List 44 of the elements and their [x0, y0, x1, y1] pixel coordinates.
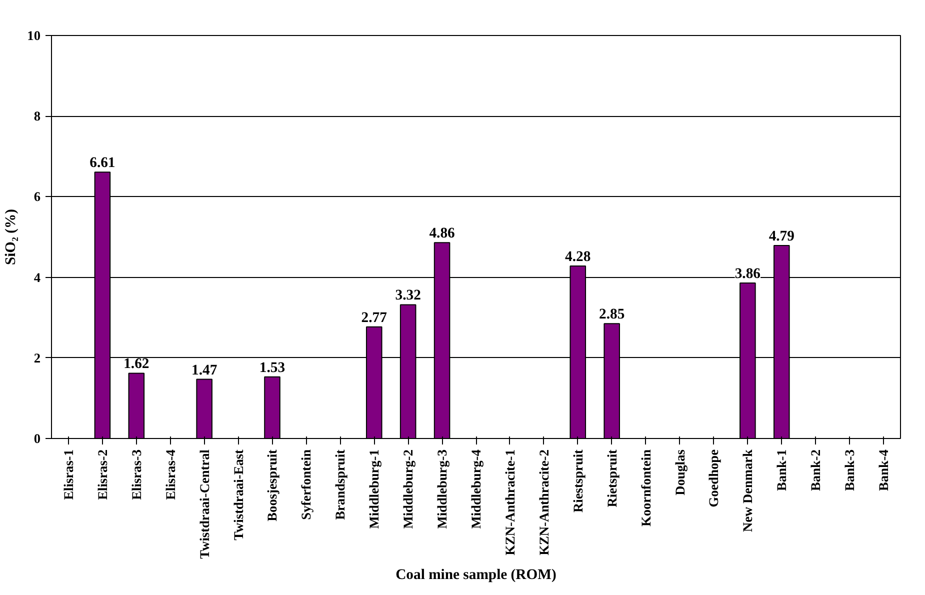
data-label: 1.62: [124, 356, 150, 372]
x-tick-label: Koornfontein: [638, 448, 654, 527]
x-tick-label: Douglas: [672, 450, 688, 496]
x-tick-label: Elisras-1: [60, 449, 76, 500]
y-tick-label: 10: [27, 28, 41, 43]
x-tick-label: Elisras-3: [128, 449, 144, 500]
x-tick-label: New Denmark: [740, 448, 756, 532]
x-tick-label: Goedhope: [706, 449, 722, 508]
data-label: 1.47: [191, 362, 218, 378]
y-tick-label: 6: [34, 189, 41, 204]
x-tick-label: Rietspruit: [604, 448, 620, 508]
data-label: 2.77: [361, 310, 387, 326]
data-label: 4.86: [429, 226, 455, 242]
x-tick-label: KZN-Anthracite-1: [502, 449, 518, 556]
data-label: 1.53: [259, 360, 286, 376]
x-tick-label: Twistdraai-Central: [196, 449, 212, 559]
x-tick-label: Syferfontein: [298, 448, 314, 520]
x-tick-label: Riestspruit: [570, 448, 586, 512]
y-tick-label: 0: [34, 431, 41, 446]
x-tick-label: Bank-1: [774, 449, 790, 491]
x-tick-label: Bank-3: [842, 449, 858, 491]
x-tick-label: Brandspruit: [332, 448, 348, 520]
y-tick-label: 4: [34, 270, 41, 285]
x-tick-label: Bank-2: [808, 449, 824, 491]
x-tick-label: Bank-4: [876, 449, 892, 491]
data-label: 3.32: [395, 288, 421, 304]
x-tick-label: Elisras-2: [94, 449, 110, 500]
x-tick-label: Middleburg-3: [434, 449, 450, 529]
data-label: 6.61: [90, 155, 116, 172]
x-tick-label: Boosjespruit: [264, 448, 280, 522]
y-axis-title: SiO₂ (%): [3, 208, 20, 266]
x-tick-label: KZN-Anthracite-2: [536, 449, 552, 556]
x-axis-title: Coal mine sample (ROM): [396, 566, 557, 583]
x-tick-label: Elisras-4: [162, 449, 178, 500]
x-tick-label: Middleburg-1: [366, 450, 382, 529]
data-label: 2.85: [599, 306, 625, 323]
data-label: 4.28: [565, 249, 591, 266]
y-tick-label: 2: [34, 350, 41, 366]
data-label: 3.86: [734, 266, 761, 282]
x-tick-label: Middleburg-4: [468, 449, 484, 529]
data-label: 4.79: [768, 228, 794, 244]
y-tick-label: 8: [34, 108, 41, 124]
x-tick-label: Twistdraai-East: [230, 448, 246, 540]
x-tick-label: Middleburg-2: [400, 449, 416, 529]
